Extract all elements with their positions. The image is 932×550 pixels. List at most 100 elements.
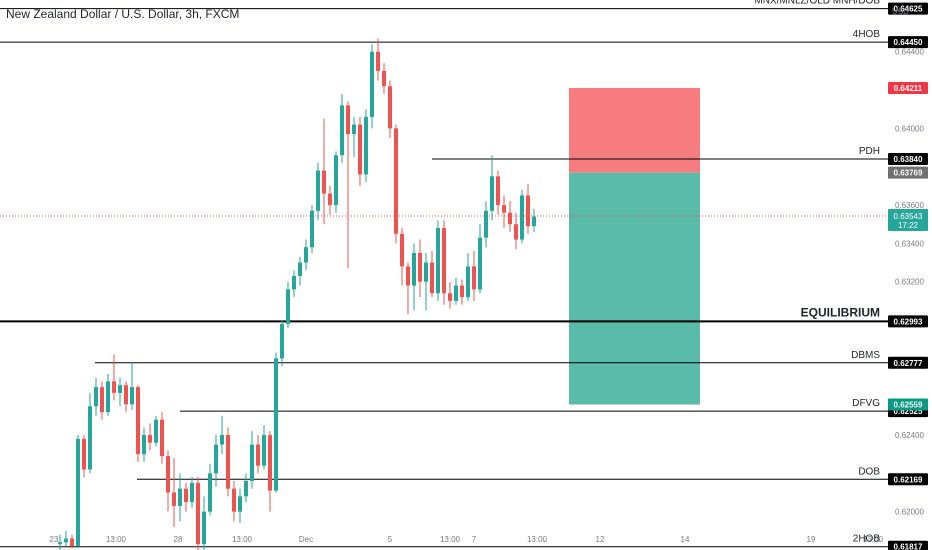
current-price-badge: 0.63543 [894, 212, 923, 221]
take-profit-zone [569, 172, 700, 405]
candle-body [448, 293, 452, 301]
candle-body [154, 419, 158, 443]
candle-body [532, 216, 536, 227]
level-price-badge-2-bg [888, 153, 928, 166]
symbol-title: New Zealand Dollar / U.S. Dollar, 3h, FX… [6, 7, 240, 21]
candle-body [322, 170, 326, 194]
candle-body [520, 195, 524, 240]
candle-body [208, 473, 212, 512]
candle-body [526, 195, 530, 227]
candle-body [412, 252, 416, 286]
candle-body [292, 275, 296, 290]
stop-price-badge: 0.64211 [894, 84, 923, 93]
candle-body [502, 205, 506, 213]
candle-body [172, 492, 176, 506]
candle-body [124, 385, 128, 405]
candle-body [376, 51, 380, 71]
candle-body [280, 323, 284, 359]
candle-body [196, 482, 200, 545]
x-tick-label: 12 [596, 535, 605, 544]
y-tick-label: 0.62400 [895, 431, 924, 440]
level-price-badge-1: 0.64450 [894, 38, 923, 47]
level-price-badge-0-bg [888, 2, 928, 15]
level-price-badge-3: 0.62993 [894, 317, 923, 326]
x-tick-label: 5 [388, 535, 393, 544]
x-tick-label: 13:00 [527, 535, 548, 544]
candle-body [346, 105, 350, 135]
candle-body [160, 419, 164, 457]
candle-body [256, 444, 260, 466]
candle-body [328, 193, 332, 206]
y-tick-label: 0.64000 [895, 124, 924, 133]
candle-body [130, 387, 134, 405]
target-price-badge-bg [888, 398, 928, 411]
candle-body [190, 482, 194, 503]
candle-body [364, 116, 368, 175]
candle-body [490, 176, 494, 211]
candle-body [370, 51, 374, 117]
candle-body [400, 233, 404, 267]
y-tick-label: 0.63400 [895, 239, 924, 248]
candle-body [334, 155, 338, 206]
candle-body [262, 435, 266, 466]
entry-price-badge: 0.63769 [894, 169, 923, 178]
x-tick-label: 28 [174, 535, 183, 544]
candle-body [184, 488, 188, 503]
candle-body [406, 266, 410, 286]
candle-body [514, 224, 518, 240]
level-label-0: MNX/MNLZ/OLD MNH/DOB [754, 0, 880, 7]
countdown-label: 17:22 [898, 221, 919, 230]
candle-body [106, 381, 110, 413]
candle-body [430, 262, 434, 294]
stop-loss-zone [569, 87, 700, 173]
candle-body [214, 444, 218, 474]
level-price-badge-5: 0.62525 [894, 407, 923, 416]
candle-body [220, 435, 224, 445]
candle-body [64, 538, 68, 543]
candle-body [232, 488, 236, 512]
level-price-badge-7-bg [888, 540, 928, 550]
candle-body [478, 237, 482, 290]
current-price-badge-bg [888, 208, 928, 231]
candle-body [352, 124, 356, 135]
candle-body [268, 435, 272, 491]
level-price-badge-7: 0.61817 [894, 543, 923, 550]
candle-body [238, 496, 242, 512]
level-price-badge-4: 0.62777 [894, 359, 923, 368]
candle-body [310, 210, 314, 248]
x-tick-label: 13:00 [232, 535, 253, 544]
candle-body [424, 262, 428, 282]
x-tick-label: 14 [681, 535, 690, 544]
candle-body [244, 481, 248, 497]
candle-body [178, 488, 182, 506]
currency-label: USD [892, 7, 909, 16]
candle-body [94, 387, 98, 407]
x-tick-label: Dec [299, 535, 313, 544]
candle-body [226, 435, 230, 489]
position-zones [569, 87, 700, 405]
candle-body [136, 387, 140, 455]
x-tick-label: 13:00 [440, 535, 461, 544]
candle-body [472, 266, 476, 290]
x-tick-label: 19 [807, 535, 816, 544]
level-label-1: 4HOB [853, 29, 881, 40]
level-price-badge-0: 0.64625 [894, 5, 923, 14]
candle-body [358, 124, 362, 175]
candle-body [496, 176, 500, 206]
candle-body [340, 105, 344, 156]
candle-body [382, 70, 386, 87]
level-label-4: DBMS [851, 350, 880, 361]
candle-body [112, 381, 116, 393]
candle-body [304, 247, 308, 263]
x-tick-label: 13:00 [106, 535, 127, 544]
candles [58, 38, 536, 550]
level-label-5: DFVG [852, 398, 880, 409]
x-tick-label: 7 [472, 535, 477, 544]
candle-body [418, 252, 422, 282]
level-label-7: 2HOB [853, 534, 881, 545]
y-tick-label: 0.64400 [895, 48, 924, 57]
candle-body [76, 438, 80, 547]
level-label-6: DOB [858, 466, 880, 477]
candle-body [454, 285, 458, 301]
